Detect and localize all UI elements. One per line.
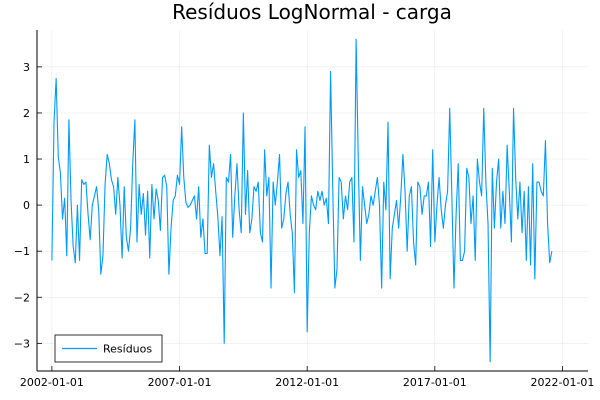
legend: Resíduos [54, 334, 163, 363]
y-tick-label: −3 [14, 337, 30, 350]
legend-label: Resíduos [103, 343, 152, 356]
x-tick-label: 2007-01-01 [148, 376, 212, 389]
y-tick-label: −1 [14, 245, 30, 258]
x-tick-label: 2002-01-01 [20, 376, 84, 389]
y-tick-label: 0 [23, 199, 30, 212]
axes [36, 30, 588, 372]
y-tick-label: 2 [23, 107, 30, 120]
y-tick-label: 3 [23, 61, 30, 74]
y-tick-label: −2 [14, 291, 30, 304]
x-tick-labels: 2002-01-01 2007-01-01 2012-01-01 2017-01-01… [20, 376, 595, 389]
series-line-residuos [51, 38, 553, 363]
series-group [51, 38, 553, 363]
x-tick-label: 2017-01-01 [403, 376, 467, 389]
y-tick-labels: −3 −2 −1 0 1 2 3 [14, 61, 30, 350]
chart-title: Resíduos LogNormal - carga [172, 0, 452, 24]
x-tick-label: 2012-01-01 [275, 376, 339, 389]
x-tick-label: 2022-01-01 [531, 376, 595, 389]
y-tick-label: 1 [23, 153, 30, 166]
